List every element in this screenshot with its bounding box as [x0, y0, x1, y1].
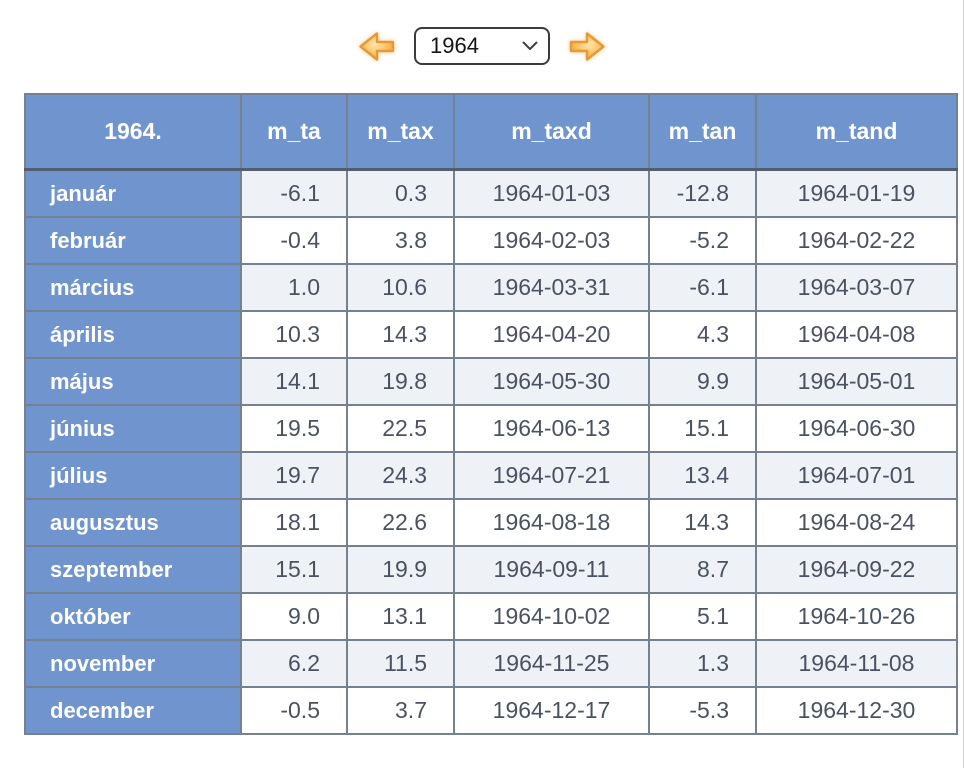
month-cell: október: [24, 592, 242, 641]
m_tax-cell: 11.5: [346, 639, 455, 688]
m_tand-cell: 1964-01-19: [755, 168, 958, 218]
m_tax-cell: 22.6: [346, 498, 455, 547]
m_tan-cell: 13.4: [648, 451, 757, 500]
m_tax-cell: 14.3: [346, 310, 455, 359]
next-year-button[interactable]: [567, 29, 608, 64]
table-row: december -0.5 3.7 1964-12-17 -5.3 1964-1…: [24, 686, 958, 735]
m_taxd-cell: 1964-05-30: [453, 357, 650, 406]
table-row: június 19.5 22.5 1964-06-13 15.1 1964-06…: [24, 404, 958, 453]
month-cell: február: [24, 216, 242, 265]
m_ta-cell: -0.4: [240, 216, 348, 265]
m_tand-cell: 1964-02-22: [755, 216, 958, 265]
header-row: 1964. m_ta m_tax m_taxd m_tan m_tand: [24, 93, 958, 171]
month-cell: január: [24, 168, 242, 218]
m_tan-cell: -6.1: [648, 263, 757, 312]
m_tax-cell: 0.3: [346, 168, 455, 218]
m_tan-cell: 15.1: [648, 404, 757, 453]
m_taxd-cell: 1964-10-02: [453, 592, 650, 641]
month-cell: december: [24, 686, 242, 735]
m_tan-cell: 5.1: [648, 592, 757, 641]
m_tand-cell: 1964-04-08: [755, 310, 958, 359]
m_tan-cell: -5.2: [648, 216, 757, 265]
m_ta-cell: 19.5: [240, 404, 348, 453]
m_tand-cell: 1964-06-30: [755, 404, 958, 453]
m_tax-cell: 19.8: [346, 357, 455, 406]
m_tand-cell: 1964-07-01: [755, 451, 958, 500]
monthly-climate-table: 1964. m_ta m_tax m_taxd m_tan m_tand jan…: [24, 93, 958, 735]
table-row: február -0.4 3.8 1964-02-03 -5.2 1964-02…: [24, 216, 958, 265]
m_tand-cell: 1964-05-01: [755, 357, 958, 406]
header-m_tax: m_tax: [346, 93, 455, 171]
m_ta-cell: 19.7: [240, 451, 348, 500]
m_tan-cell: 4.3: [648, 310, 757, 359]
m_taxd-cell: 1964-02-03: [453, 216, 650, 265]
table-row: november 6.2 11.5 1964-11-25 1.3 1964-11…: [24, 639, 958, 688]
m_tax-cell: 3.8: [346, 216, 455, 265]
year-navigation: 1964: [0, 0, 964, 66]
m_tand-cell: 1964-12-30: [755, 686, 958, 735]
month-cell: július: [24, 451, 242, 500]
m_taxd-cell: 1964-03-31: [453, 263, 650, 312]
month-cell: június: [24, 404, 242, 453]
table-row: szeptember 15.1 19.9 1964-09-11 8.7 1964…: [24, 545, 958, 594]
month-cell: április: [24, 310, 242, 359]
month-cell: november: [24, 639, 242, 688]
header-m_ta: m_ta: [240, 93, 348, 171]
m_tan-cell: 14.3: [648, 498, 757, 547]
m_ta-cell: -6.1: [240, 168, 348, 218]
header-m_tan: m_tan: [648, 93, 757, 171]
m_tax-cell: 10.6: [346, 263, 455, 312]
m_ta-cell: 18.1: [240, 498, 348, 547]
m_taxd-cell: 1964-12-17: [453, 686, 650, 735]
m_ta-cell: 1.0: [240, 263, 348, 312]
month-cell: augusztus: [24, 498, 242, 547]
year-select[interactable]: 1964: [414, 27, 550, 65]
m_tan-cell: -12.8: [648, 168, 757, 218]
m_ta-cell: -0.5: [240, 686, 348, 735]
m_tand-cell: 1964-11-08: [755, 639, 958, 688]
m_taxd-cell: 1964-08-18: [453, 498, 650, 547]
table-row: október 9.0 13.1 1964-10-02 5.1 1964-10-…: [24, 592, 958, 641]
m_tan-cell: 9.9: [648, 357, 757, 406]
year-select-wrap: 1964: [414, 27, 550, 65]
m_tax-cell: 13.1: [346, 592, 455, 641]
table-row: január -6.1 0.3 1964-01-03 -12.8 1964-01…: [24, 168, 958, 218]
month-cell: május: [24, 357, 242, 406]
header-m_taxd: m_taxd: [453, 93, 650, 171]
m_taxd-cell: 1964-06-13: [453, 404, 650, 453]
header-m_tand: m_tand: [755, 93, 958, 171]
table-row: március 1.0 10.6 1964-03-31 -6.1 1964-03…: [24, 263, 958, 312]
arrow-right-icon: [569, 31, 605, 61]
m_tand-cell: 1964-09-22: [755, 545, 958, 594]
table-row: április 10.3 14.3 1964-04-20 4.3 1964-04…: [24, 310, 958, 359]
m_tax-cell: 24.3: [346, 451, 455, 500]
m_tan-cell: -5.3: [648, 686, 757, 735]
m_tax-cell: 19.9: [346, 545, 455, 594]
m_tand-cell: 1964-10-26: [755, 592, 958, 641]
m_ta-cell: 6.2: [240, 639, 348, 688]
m_tand-cell: 1964-03-07: [755, 263, 958, 312]
table-row: augusztus 18.1 22.6 1964-08-18 14.3 1964…: [24, 498, 958, 547]
m_ta-cell: 9.0: [240, 592, 348, 641]
m_tax-cell: 3.7: [346, 686, 455, 735]
m_tan-cell: 8.7: [648, 545, 757, 594]
m_ta-cell: 14.1: [240, 357, 348, 406]
prev-year-button[interactable]: [356, 29, 397, 64]
m_ta-cell: 10.3: [240, 310, 348, 359]
month-cell: március: [24, 263, 242, 312]
m_taxd-cell: 1964-01-03: [453, 168, 650, 218]
m_taxd-cell: 1964-07-21: [453, 451, 650, 500]
m_tan-cell: 1.3: [648, 639, 757, 688]
m_taxd-cell: 1964-09-11: [453, 545, 650, 594]
m_ta-cell: 15.1: [240, 545, 348, 594]
table-row: május 14.1 19.8 1964-05-30 9.9 1964-05-0…: [24, 357, 958, 406]
table-row: július 19.7 24.3 1964-07-21 13.4 1964-07…: [24, 451, 958, 500]
m_taxd-cell: 1964-04-20: [453, 310, 650, 359]
arrow-left-icon: [359, 31, 395, 61]
m_taxd-cell: 1964-11-25: [453, 639, 650, 688]
m_tax-cell: 22.5: [346, 404, 455, 453]
header-year: 1964.: [24, 93, 242, 171]
m_tand-cell: 1964-08-24: [755, 498, 958, 547]
month-cell: szeptember: [24, 545, 242, 594]
